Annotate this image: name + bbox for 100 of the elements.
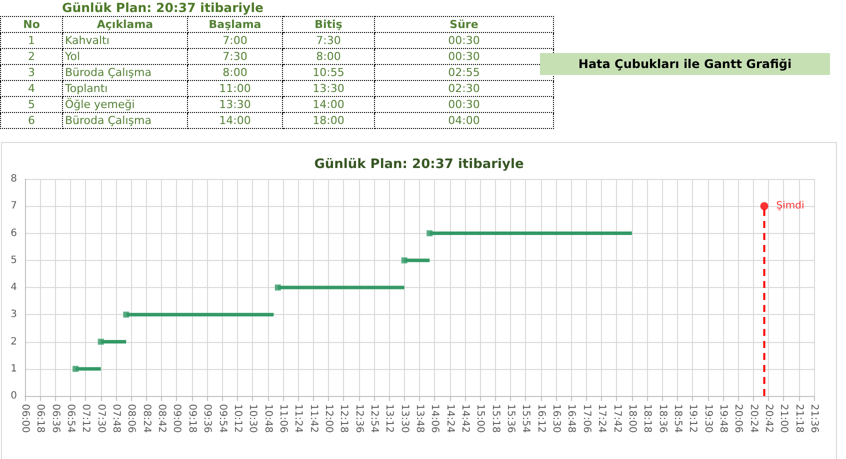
x-tick-label: 06:18	[34, 404, 46, 433]
text: 8:00	[188, 64, 282, 80]
x-tick-label: 20:24	[748, 404, 759, 433]
x-tick-label: 12:18	[338, 404, 350, 433]
text: 00:30	[374, 32, 554, 48]
text: 00:30	[374, 96, 554, 112]
point	[274, 284, 281, 290]
x-tick-label: 14:24	[444, 404, 456, 433]
text: Başlama	[188, 16, 282, 32]
y-tick-label: 8	[10, 174, 17, 184]
x-tick-label: 09:18	[186, 404, 198, 433]
x-tick-label: 12:36	[353, 404, 364, 433]
x-tick-label: 06:36	[50, 404, 61, 433]
x-tick-label: 17:42	[611, 404, 622, 433]
x-tick-label: 06:00	[20, 404, 30, 433]
text: 13:30	[188, 96, 282, 112]
x-tick-label: 13:30	[398, 404, 410, 433]
text: Büroda Çalışma	[62, 112, 188, 128]
text: 10:55	[282, 64, 374, 80]
x-tick-label: 19:48	[717, 404, 728, 433]
text: 6	[0, 112, 62, 128]
x-tick-label: 08:24	[140, 404, 152, 433]
x-tick-label: 10:12	[232, 404, 243, 433]
point	[760, 202, 768, 210]
text: Büroda Çalışma	[62, 64, 188, 80]
x-tick-label: 09:36	[202, 404, 213, 433]
chart-title: Günlük Plan: 20:37 itibariyle	[314, 157, 524, 172]
text: Öğle yemeği	[62, 96, 188, 112]
x-tick-label: 12:54	[368, 404, 380, 433]
x-tick-label: 19:30	[702, 404, 714, 433]
point	[123, 312, 130, 318]
x-tick-label: 09:54	[216, 404, 228, 433]
y-tick-label: 1	[10, 363, 17, 374]
text: Toplantı	[62, 80, 188, 96]
y-tick-label: 5	[10, 254, 17, 266]
x-tick-label: 07:48	[110, 404, 122, 433]
text: Kahvaltı	[62, 32, 188, 48]
x-tick-label: 16:12	[535, 404, 546, 433]
text: Günlük Plan: 20:37 itibariyle	[62, 0, 264, 15]
x-tick-label: 11:42	[308, 404, 319, 433]
text: 3	[0, 64, 62, 80]
x-tick-label: 15:36	[505, 404, 516, 433]
x-tick-label: 08:42	[156, 404, 168, 433]
point	[98, 338, 104, 345]
y-tick-label: 7	[10, 200, 17, 212]
x-tick-label: 11:24	[292, 404, 304, 433]
y-tick-label: 4	[10, 282, 17, 293]
x-tick-label: 18:36	[656, 404, 668, 433]
text: 11:00	[188, 80, 282, 96]
x-tick-label: 08:06	[126, 404, 137, 433]
x-tick-label: 07:30	[95, 404, 106, 433]
x-tick-label: 07:12	[80, 404, 92, 433]
x-tick-label: 20:42	[762, 404, 774, 433]
x-tick-label: 10:48	[262, 404, 274, 433]
text: 02:30	[374, 80, 554, 96]
y-tick-label: 2	[10, 336, 17, 348]
text: Açıklama	[62, 16, 188, 32]
text: 04:00	[374, 112, 554, 128]
text: 8:00	[282, 48, 374, 64]
text: 13:30	[282, 80, 374, 96]
text: 7:30	[282, 32, 374, 48]
text: 1	[0, 32, 62, 48]
text: 14:00	[282, 96, 374, 112]
x-tick-label: 20:06	[732, 404, 744, 433]
text: 7:30	[188, 48, 282, 64]
x-tick-label: 10:30	[247, 404, 258, 433]
x-tick-label: 11:06	[277, 404, 288, 433]
x-tick-label: 18:54	[672, 404, 683, 433]
text: Hata Çubukları ile Gantt Grafiği	[540, 53, 830, 75]
text: 14:00	[188, 112, 282, 128]
x-tick-label: 16:30	[550, 404, 562, 433]
y-tick-label: 0	[10, 390, 17, 402]
text: No	[0, 16, 62, 32]
text: 4	[0, 80, 62, 96]
point	[426, 230, 433, 236]
x-tick-label: 19:12	[687, 404, 698, 433]
x-tick-label: 21:18	[793, 404, 804, 433]
x-tick-label: 15:00	[474, 404, 486, 433]
x-tick-label: 18:18	[642, 404, 653, 433]
text: Yol	[62, 48, 188, 64]
point	[401, 257, 408, 264]
x-tick-label: 14:42	[460, 404, 471, 433]
x-tick-label: 18:00	[626, 404, 638, 433]
text: 18:00	[282, 112, 374, 128]
text: 2	[0, 48, 62, 64]
x-tick-label: 17:24	[596, 404, 608, 433]
text: Bitiş	[282, 16, 374, 32]
x-tick-label: 06:54	[65, 404, 76, 433]
y-tick-label: 6	[10, 228, 17, 239]
text: 5	[0, 96, 62, 112]
x-tick-label: 15:54	[520, 404, 532, 433]
series-label: Şimdi	[776, 200, 804, 212]
x-tick-label: 16:48	[566, 404, 577, 433]
x-tick-label: 09:00	[171, 404, 182, 433]
x-tick-label: 17:06	[580, 404, 592, 433]
y-tick-label: 3	[10, 309, 17, 320]
x-tick-label: 21:00	[778, 404, 790, 433]
x-tick-label: 21:36	[808, 404, 820, 433]
text: 02:55	[374, 64, 554, 80]
text: 00:30	[374, 48, 554, 64]
